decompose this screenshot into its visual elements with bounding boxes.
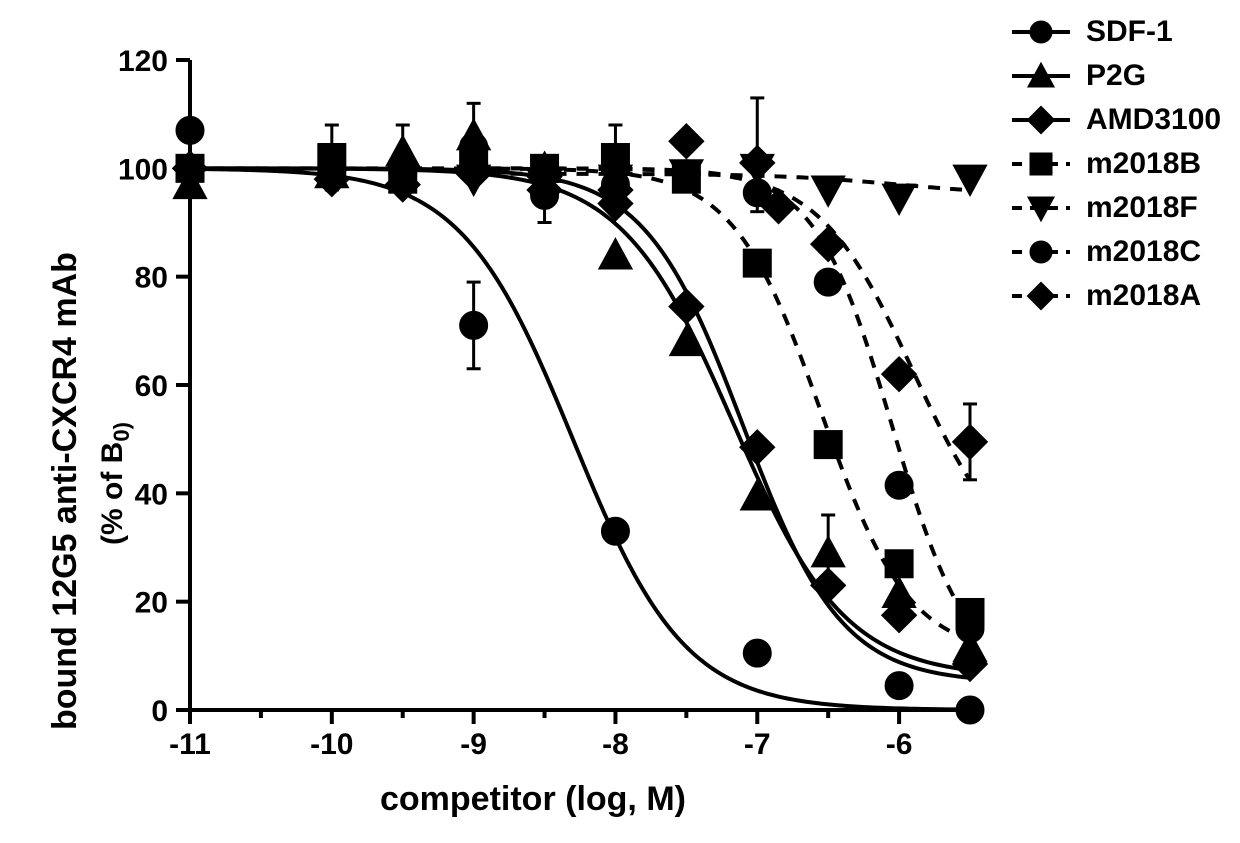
legend-glyph-m2018c (1010, 237, 1080, 267)
svg-text:-11: -11 (169, 728, 211, 761)
legend-item-sdf1: SDF-1 (1010, 15, 1221, 49)
chart-legend: SDF-1 P2G AMD3100 m2018B m2018F m2018C m2018A (1010, 15, 1221, 323)
svg-text:20: 20 (135, 587, 168, 620)
legend-glyph-amd (1010, 105, 1080, 135)
svg-text:-7: -7 (744, 728, 771, 761)
legend-glyph-m2018f (1010, 193, 1080, 223)
x-axis-label: competitor (log, M) (380, 780, 686, 819)
svg-text:100: 100 (118, 153, 168, 186)
legend-label-m2018c: m2018C (1086, 235, 1201, 269)
legend-item-p2g: P2G (1010, 59, 1221, 93)
svg-text:0: 0 (151, 695, 168, 728)
legend-glyph-m2018a (1010, 281, 1080, 311)
legend-label-sdf1: SDF-1 (1086, 15, 1173, 49)
legend-label-m2018a: m2018A (1086, 279, 1201, 313)
legend-glyph-m2018b (1010, 149, 1080, 179)
legend-glyph-sdf1 (1010, 17, 1080, 47)
y-axis-label-line2-sub: 0) (109, 422, 134, 442)
y-axis-label-line2-text: (% of B (96, 442, 129, 545)
svg-text:-9: -9 (460, 728, 487, 761)
legend-label-m2018f: m2018F (1086, 191, 1198, 225)
legend-label-p2g: P2G (1086, 59, 1146, 93)
legend-item-m2018f: m2018F (1010, 191, 1221, 225)
legend-item-m2018c: m2018C (1010, 235, 1221, 269)
svg-text:-8: -8 (602, 728, 629, 761)
y-axis-label-line2: (% of B0) (96, 422, 135, 545)
legend-label-amd: AMD3100 (1086, 103, 1221, 137)
legend-label-m2018b: m2018B (1086, 147, 1201, 181)
svg-text:40: 40 (135, 478, 168, 511)
legend-item-amd: AMD3100 (1010, 103, 1221, 137)
svg-text:80: 80 (135, 262, 168, 295)
chart-svg: 0 20 40 60 80 100 120 -11 -10 -9 -8 -7 -6 (20, 10, 1000, 770)
y-axis-label-line1: bound 12G5 anti-CXCR4 mAb (46, 252, 85, 730)
legend-item-m2018a: m2018A (1010, 279, 1221, 313)
svg-text:-6: -6 (886, 728, 913, 761)
svg-text:120: 120 (118, 45, 168, 78)
legend-glyph-p2g (1010, 61, 1080, 91)
svg-text:60: 60 (135, 370, 168, 403)
chart-area: 0 20 40 60 80 100 120 -11 -10 -9 -8 -7 -6 (20, 10, 1000, 775)
svg-text:-10: -10 (310, 728, 353, 761)
legend-item-m2018b: m2018B (1010, 147, 1221, 181)
